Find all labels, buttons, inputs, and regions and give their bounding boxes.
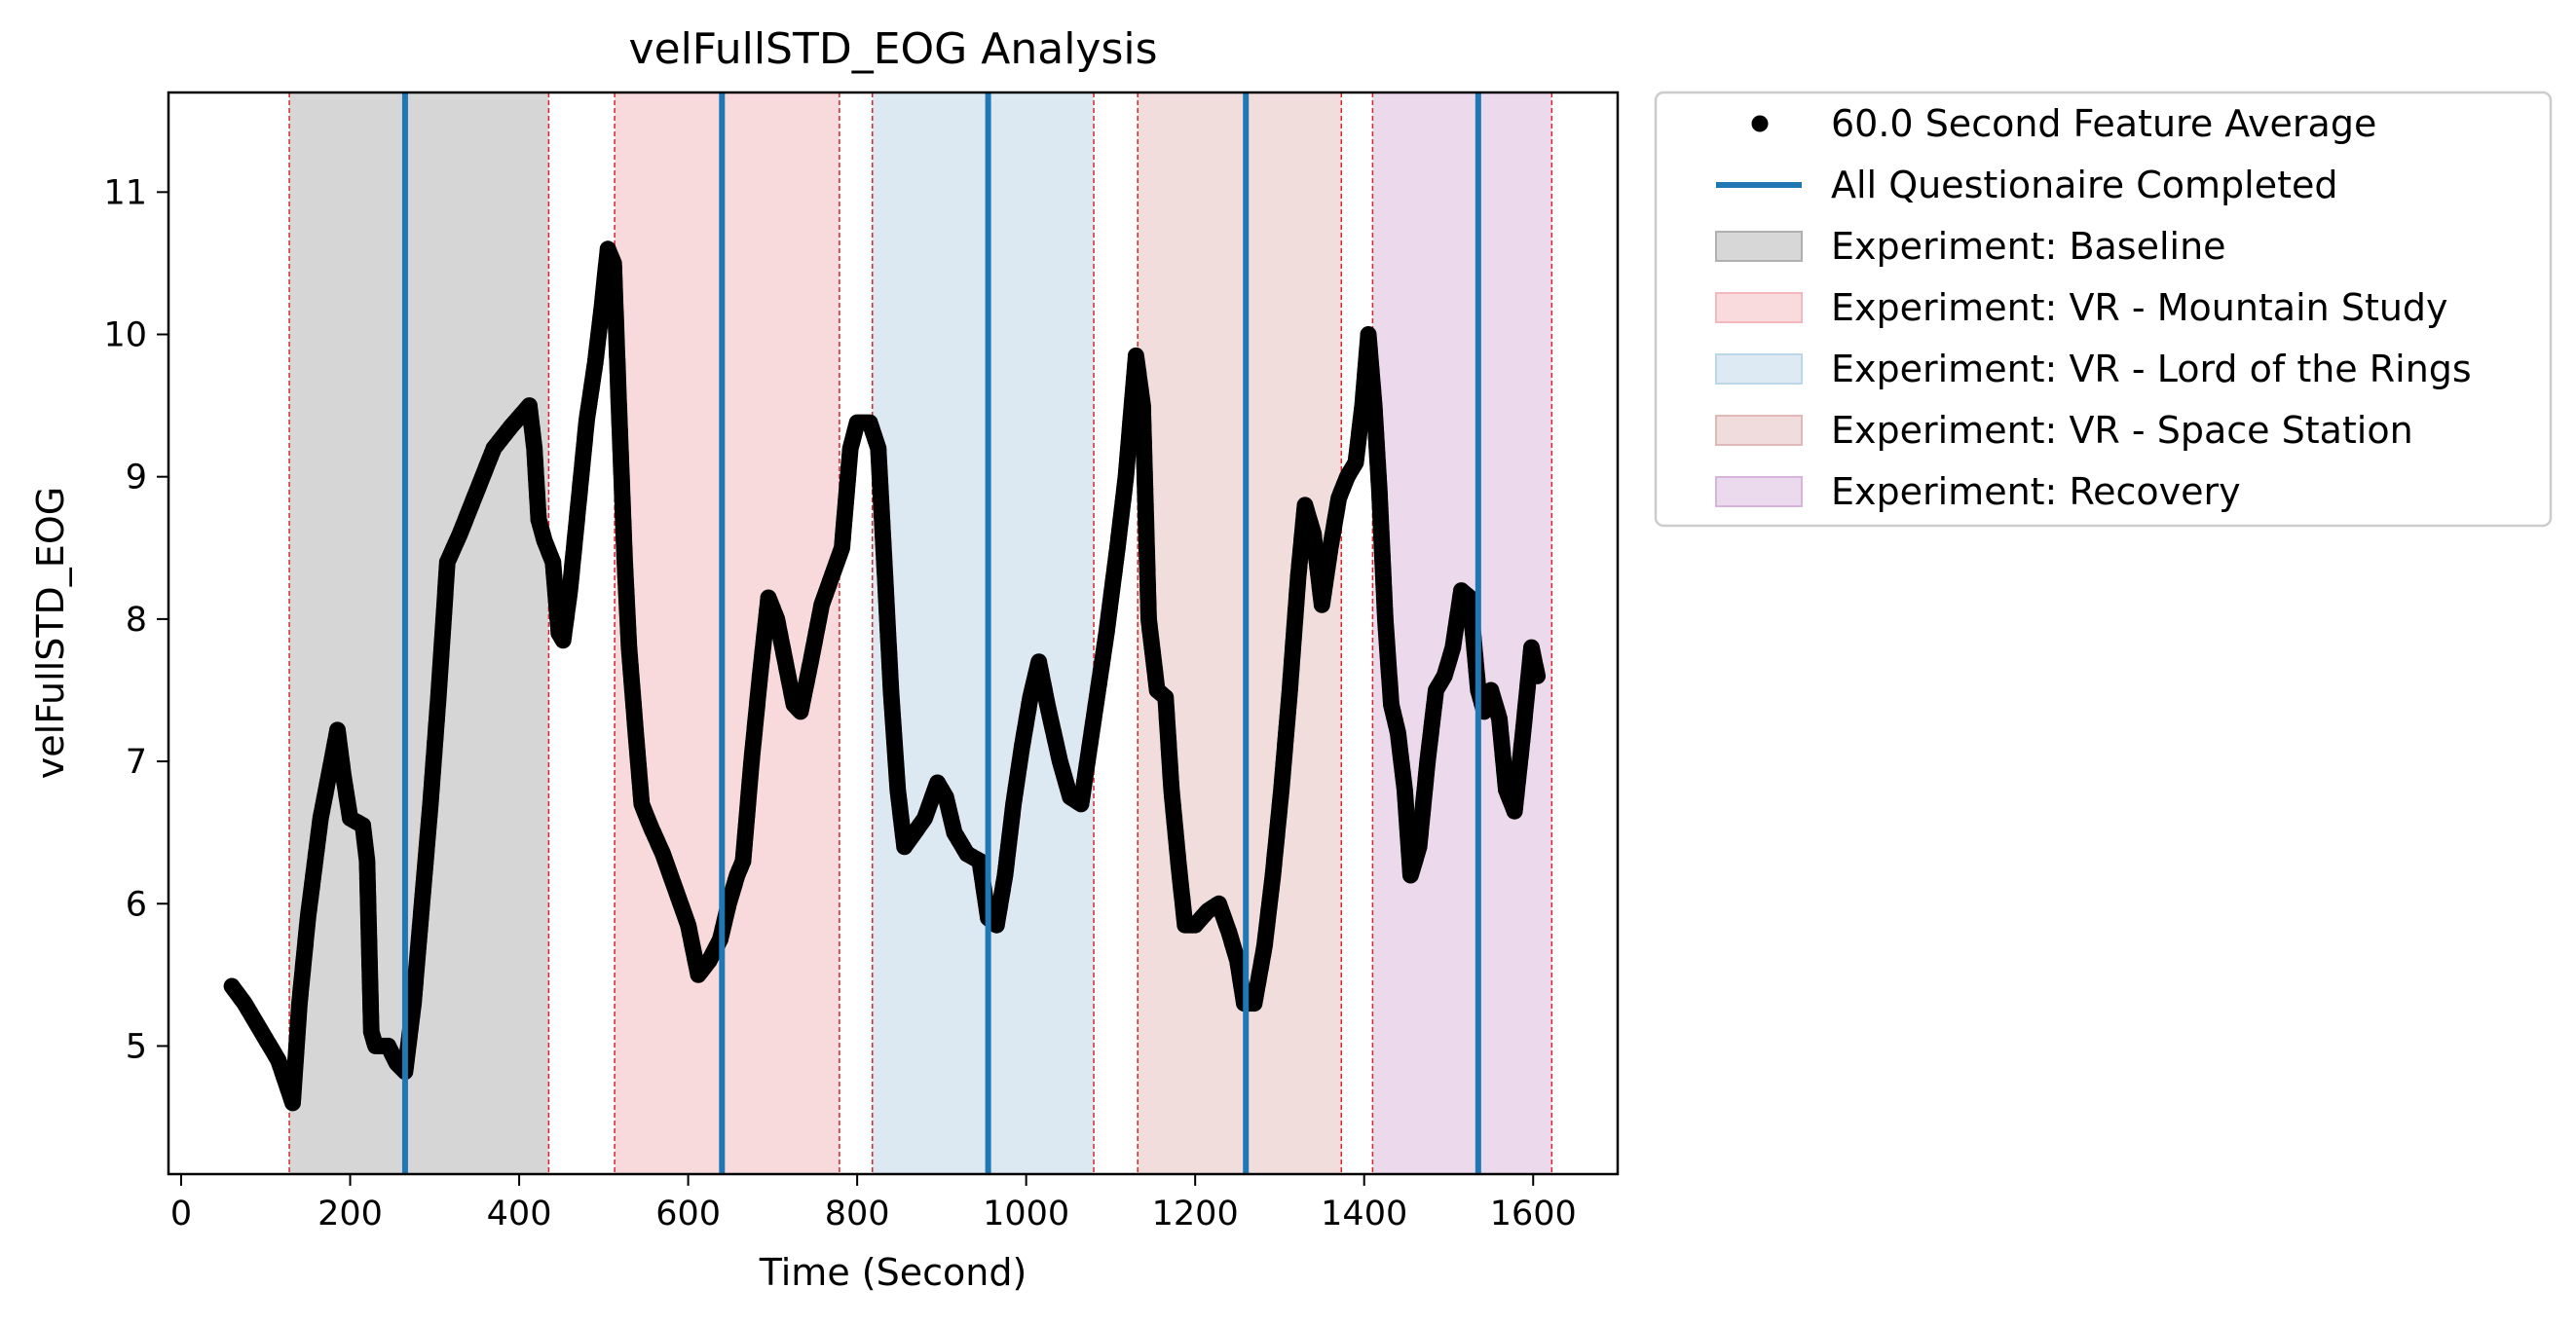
legend-patch-2 <box>1715 231 1803 262</box>
y-tick-label-5: 10 <box>103 316 147 355</box>
y-tick-label-1: 6 <box>126 885 147 924</box>
legend: 60.0 Second Feature Average All Questiona… <box>1654 91 2553 528</box>
y-tick-label-2: 7 <box>126 743 147 782</box>
x-axis-label: Time (Second) <box>759 1251 1027 1294</box>
legend-patch-5 <box>1715 415 1803 446</box>
x-tick-label-3: 600 <box>655 1195 721 1233</box>
y-tick-label-3: 8 <box>126 601 147 640</box>
x-tick-label-6: 1200 <box>1152 1195 1239 1233</box>
x-tick-label-5: 1000 <box>983 1195 1069 1233</box>
experiment-span-1 <box>615 92 840 1174</box>
data-point-2877 <box>1529 667 1547 684</box>
y-axis: 5 6 7 8 9 10 11 <box>103 173 168 1066</box>
legend-patch-6 <box>1715 476 1803 507</box>
legend-patch-3 <box>1715 292 1803 323</box>
legend-label-3: Experiment: VR - Mountain Study <box>1831 286 2448 329</box>
data-points <box>223 240 1547 1112</box>
legend-marker-0 <box>1751 115 1769 132</box>
legend-label-5: Experiment: VR - Space Station <box>1831 409 2413 452</box>
questionnaire-lines <box>401 92 1481 1174</box>
x-axis: 0 200 400 600 800 1000 1200 1400 1600 <box>170 1174 1577 1233</box>
y-tick-label-0: 5 <box>126 1027 147 1066</box>
x-tick-label-0: 0 <box>170 1195 192 1233</box>
legend-label-0: 60.0 Second Feature Average <box>1831 102 2376 145</box>
y-tick-label-6: 11 <box>103 173 147 212</box>
x-tick-label-8: 1600 <box>1490 1195 1577 1233</box>
y-tick-label-4: 9 <box>126 459 147 497</box>
y-axis-label: velFullSTD_EOG <box>29 487 72 779</box>
experiment-span-2 <box>872 92 1095 1174</box>
x-tick-label-2: 400 <box>487 1195 552 1233</box>
x-tick-label-1: 200 <box>317 1195 383 1233</box>
experiment-span-3 <box>1138 92 1342 1174</box>
x-tick-label-4: 800 <box>825 1195 890 1233</box>
legend-patch-4 <box>1715 353 1803 385</box>
plot-frame <box>167 91 1620 1176</box>
legend-label-6: Experiment: Recovery <box>1831 470 2241 513</box>
chart-title: velFullSTD_EOG Analysis <box>628 24 1157 74</box>
legend-label-1: All Questionaire Completed <box>1831 164 2338 206</box>
x-tick-label-7: 1400 <box>1321 1195 1407 1233</box>
legend-frame <box>1654 91 2553 528</box>
legend-label-2: Experiment: Baseline <box>1831 225 2226 268</box>
legend-label-4: Experiment: VR - Lord of the Rings <box>1831 348 2472 390</box>
